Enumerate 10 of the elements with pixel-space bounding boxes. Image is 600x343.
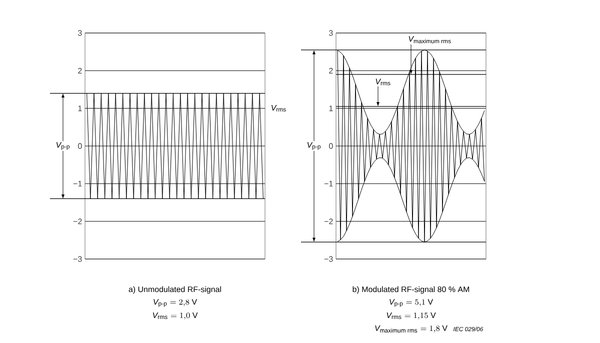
text: $\textit{V}_{\text{p-p}} = 2{,}8\ \text{V}$ [154,299,198,307]
text: $\textit{V}_{\text{rms}} = 1{,}15\ \text{V}$ [386,312,436,320]
text: $\textit{V}_{\text{p-p}}$ [307,142,320,150]
text: $\textit{V}_{\text{rms}}$ [272,104,286,112]
ref-line-label: $\textit{V}_{\text{rms}}$ [376,78,390,86]
text: $\textit{V}_{\text{rms}} = 1{,}0\ \text{V}$ [152,312,198,320]
text: $\textit{V}_{\text{p-p}}$ [56,142,70,150]
text: $\textit{V}_{\text{p-p}} = 5{,}1\ \text{V}$ [390,299,434,307]
ref-line-label: $\textit{V}_{\text{maximum rms}}$ [408,36,451,44]
text: $\textit{V}_{\text{maximum rms}} = 1{,}8\ \text{V}$ [375,325,448,333]
